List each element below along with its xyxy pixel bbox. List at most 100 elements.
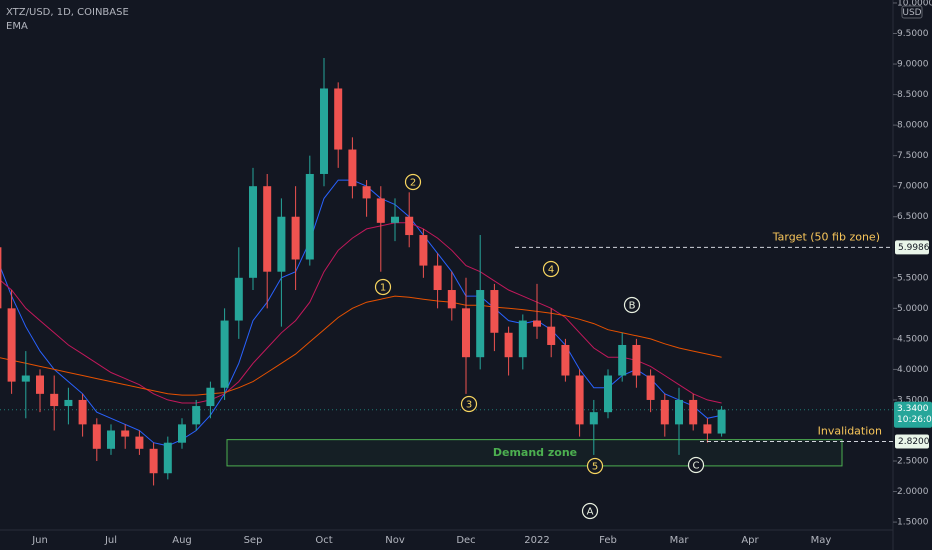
candle-body (604, 375, 612, 413)
x-tick-label: Aug (172, 535, 192, 546)
candle-body (462, 308, 470, 358)
candle-body (561, 344, 570, 376)
candle-body (163, 442, 172, 474)
y-tick-label: 8.0000 (897, 121, 929, 131)
ema-line (0, 222, 722, 404)
candle-body (107, 430, 115, 449)
ema-line (0, 179, 722, 447)
candle-body (21, 375, 30, 382)
y-tick-label: 2.0000 (897, 487, 929, 497)
wave-label: 5 (592, 462, 598, 473)
y-tick-label: 7.0000 (897, 182, 929, 192)
y-tick-label: 4.0000 (897, 365, 929, 375)
candle-body (234, 277, 243, 321)
wave-circle (581, 502, 599, 520)
x-tick-label: Nov (385, 535, 405, 546)
wave-circle (623, 296, 641, 314)
target-tag-label: 5.9986 (898, 243, 930, 253)
candle-body (206, 387, 215, 407)
candle-body (249, 186, 257, 278)
invalidation-tag-label: 2.8200 (898, 437, 930, 447)
y-tick-label: 10.0000 (897, 0, 932, 8)
candle-body (64, 399, 73, 407)
wave-label: B (629, 301, 636, 312)
wave-label: 1 (380, 283, 386, 294)
candle-body (36, 375, 44, 394)
x-tick-label: 2022 (524, 535, 549, 546)
y-tick-label: 9.5000 (897, 29, 929, 39)
target-tag (895, 240, 929, 255)
wave-circle (404, 173, 422, 191)
candle-body (305, 173, 314, 260)
candle-body (632, 344, 641, 376)
invalidation-tag (895, 434, 929, 449)
candle-body (405, 216, 414, 236)
candle-body (376, 198, 385, 223)
last-price-tag (894, 401, 932, 428)
candle-body (277, 216, 286, 272)
candle-body (0, 247, 2, 309)
countdown-label: 10:26:09 (897, 415, 932, 425)
x-tick-label: Jul (104, 535, 117, 546)
candle-body (490, 290, 499, 333)
candle-body (78, 399, 87, 425)
x-tick-label: Mar (670, 535, 690, 546)
candle-body (533, 320, 541, 327)
wave-label: 2 (410, 178, 416, 189)
candle-body (391, 216, 399, 223)
candle-body (291, 216, 300, 260)
candle-body (547, 326, 556, 345)
currency-label: USD (902, 8, 921, 18)
target-label: Target (50 fib zone) (772, 230, 880, 243)
indicator-label: EMA (6, 21, 28, 32)
wave-circle (460, 395, 478, 413)
candle-body (149, 448, 158, 474)
wave-label: A (587, 507, 594, 518)
wave-circle (687, 456, 705, 474)
y-tick-label: 7.5000 (897, 151, 929, 161)
candle-body (192, 406, 201, 425)
candle-body (121, 430, 130, 437)
candle-body (518, 320, 527, 358)
y-tick-label: 1.5000 (897, 518, 929, 528)
candle-body (618, 344, 627, 376)
candle-body (419, 235, 428, 266)
wave-circle (374, 278, 392, 296)
wave-label: C (693, 461, 700, 472)
chart-title: XTZ/USD, 1D, COINBASE (6, 7, 129, 18)
candle-body (220, 320, 229, 388)
candle-body (7, 308, 16, 382)
candle-body (476, 290, 485, 358)
candle-body (135, 436, 144, 449)
candle-body (646, 375, 655, 400)
candle-body (689, 399, 698, 425)
x-tick-label: Dec (456, 535, 475, 546)
candle-body (263, 186, 272, 272)
candle-body (660, 399, 669, 425)
x-tick-label: Oct (315, 535, 332, 546)
candle-body (675, 399, 683, 425)
candle-body (575, 375, 584, 425)
y-tick-label: 3.5000 (897, 395, 929, 405)
candle-body (92, 424, 101, 449)
candle-body (320, 88, 328, 174)
y-tick-label: 8.5000 (897, 90, 929, 100)
x-tick-label: Sep (244, 535, 263, 546)
candle-body (447, 290, 456, 309)
wave-label: 3 (466, 400, 472, 411)
demand-zone-label: Demand zone (493, 446, 577, 459)
x-tick-label: Jun (31, 535, 48, 546)
wave-circle (586, 457, 604, 475)
candle-body (348, 149, 357, 187)
x-tick-label: May (811, 535, 832, 546)
last-price-label: 3.3400 (897, 404, 929, 414)
candle-body (362, 186, 371, 199)
candle-body (334, 88, 343, 150)
candle-body (178, 424, 186, 443)
y-tick-label: 5.5000 (897, 273, 929, 283)
candle-body (703, 424, 712, 434)
wave-label: 4 (548, 265, 554, 276)
y-tick-label: 9.0000 (897, 60, 929, 70)
y-tick-label: 2.5000 (897, 457, 929, 467)
